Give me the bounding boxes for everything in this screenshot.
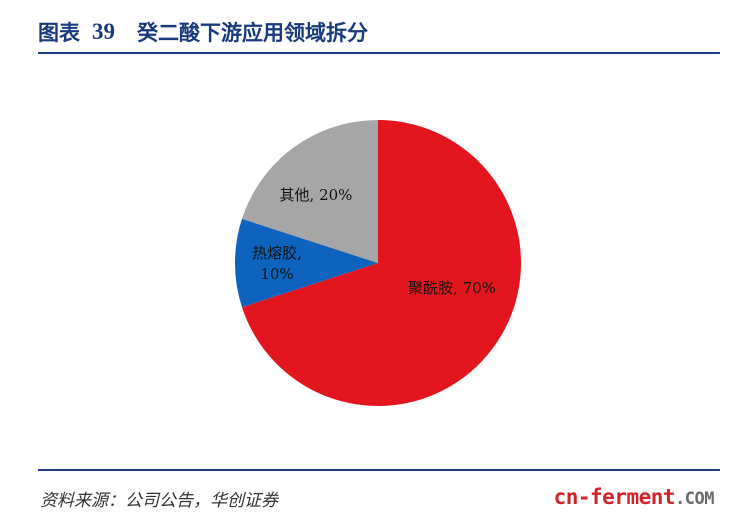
figure-title: 癸二酸下游应用领域拆分 (137, 21, 368, 45)
pie-slice-3 (242, 120, 378, 263)
pie-slice-2 (235, 218, 378, 308)
watermark-main: cn-ferment (553, 485, 676, 509)
slice-label-2-line-1: 热熔胶, (252, 244, 302, 262)
watermark-suffix: .COM (675, 489, 714, 509)
figure-number: 39 (92, 19, 115, 44)
source-note: 资料来源：公司公告，华创证券 (40, 491, 278, 511)
pie-slice-1 (242, 119, 522, 406)
slice-label-1: 聚酰胺, 70% (408, 279, 496, 297)
figure-label: 图表 (38, 21, 80, 45)
title-divider (38, 52, 720, 54)
slice-label-2: 热熔胶, 10% (252, 244, 302, 283)
footer-divider (38, 469, 720, 471)
figure-title-row: 图表 39 癸二酸下游应用领域拆分 (38, 14, 368, 50)
slice-label-3: 其他, 20% (280, 186, 353, 204)
slice-label-2-line-2: 10% (260, 265, 293, 283)
site-watermark: cn-ferment.COM (553, 485, 715, 509)
